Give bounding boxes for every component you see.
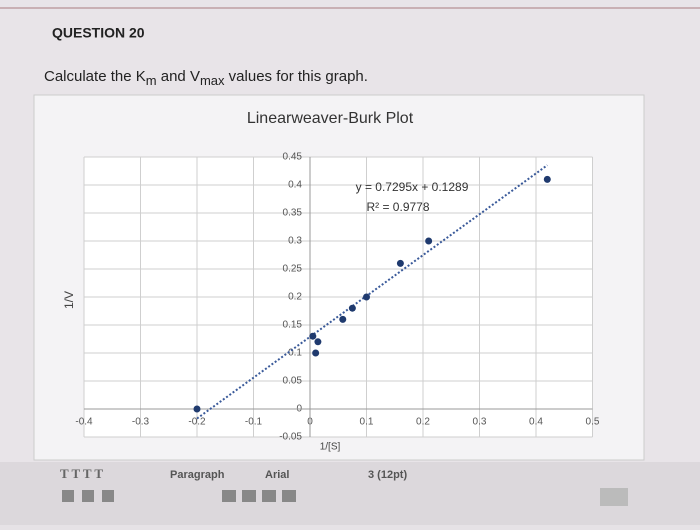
x-tick-label: 0.5 (586, 417, 600, 428)
data-point (348, 304, 356, 312)
block-format[interactable]: Paragraph (170, 469, 225, 481)
prompt-sub: max (200, 73, 225, 88)
trendline-equation: y = 0.7295x + 0.1289 (356, 180, 469, 194)
data-point (363, 293, 370, 301)
x-tick-label: -0.4 (75, 417, 93, 428)
question-prompt: Calculate the Km and Vmax values for thi… (44, 68, 368, 88)
font-family-select[interactable]: Arial (265, 469, 289, 481)
y-tick-label: 0.05 (283, 376, 303, 387)
x-tick-label: -0.1 (245, 417, 263, 428)
data-point (543, 175, 551, 183)
data-point (309, 332, 317, 340)
prompt-text: and V (157, 68, 200, 85)
font-size-select[interactable]: 3 (12pt) (368, 469, 407, 481)
align-left-icon[interactable] (222, 490, 236, 502)
y-tick-label: 0.3 (288, 236, 302, 247)
data-point (425, 237, 433, 245)
y-axis-label: 1/V (62, 291, 76, 309)
chart: Linearweaver-Burk Plot 1/V 1/[S] -0.4 -0.… (62, 110, 600, 452)
data-point (193, 405, 201, 413)
cut-icon[interactable] (62, 490, 74, 502)
x-tick-label: 0.4 (529, 417, 543, 428)
x-tick-label: -0.2 (188, 417, 206, 428)
editor-toolbar (0, 462, 700, 525)
question-header: QUESTION 20 (52, 25, 145, 41)
data-point (312, 349, 320, 357)
copy-icon[interactable] (82, 490, 94, 502)
r-squared: R² = 0.9778 (366, 200, 429, 214)
toolbar-icons (62, 488, 628, 506)
x-axis-label: 1/[S] (320, 442, 341, 453)
justify-icon[interactable] (282, 490, 296, 502)
text-style-buttons[interactable]: T T T T (60, 466, 103, 481)
y-tick-label: 0.45 (283, 152, 303, 163)
x-tick-label: 0.3 (473, 417, 487, 428)
prompt-sub: m (146, 73, 157, 88)
y-tick-label: 0.1 (288, 348, 302, 359)
y-tick-label: -0.05 (279, 432, 302, 443)
data-point (339, 315, 347, 323)
data-point (314, 338, 322, 346)
align-center-icon[interactable] (242, 490, 256, 502)
paste-icon[interactable] (102, 490, 114, 502)
x-tick-label: 0.2 (416, 417, 430, 428)
data-point (396, 259, 404, 267)
prompt-text: Calculate the K (44, 68, 146, 85)
x-tick-label: -0.3 (132, 417, 150, 428)
spellcheck-icon[interactable] (600, 488, 628, 506)
chart-title: Linearweaver-Burk Plot (247, 110, 414, 127)
trendline (196, 164, 548, 420)
y-tick-label: 0.25 (283, 264, 303, 275)
x-tick-label: 0.1 (360, 417, 374, 428)
y-tick-label: 0.4 (288, 180, 302, 191)
y-tick-label: 0.35 (283, 208, 303, 219)
prompt-text: values for this graph. (225, 68, 368, 85)
y-tick-label: 0.15 (283, 320, 303, 331)
align-right-icon[interactable] (262, 490, 276, 502)
y-tick-label: 0.2 (288, 292, 302, 303)
